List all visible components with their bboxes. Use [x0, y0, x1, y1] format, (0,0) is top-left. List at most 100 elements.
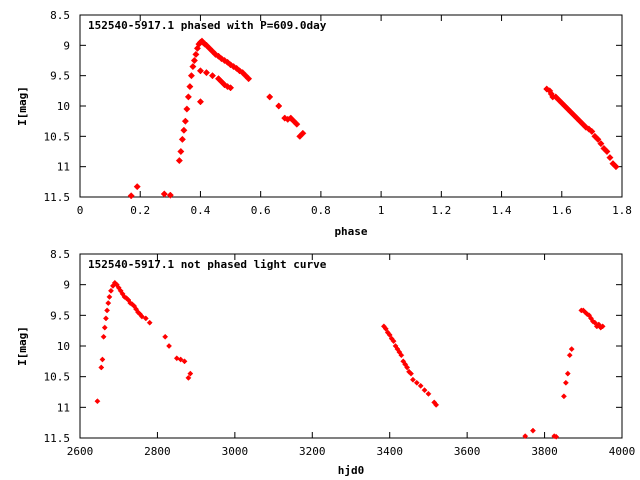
data-point: [101, 324, 108, 331]
x-tick-label: 0.4: [191, 204, 211, 217]
data-point: [588, 127, 596, 136]
x-tick-label: 1: [378, 204, 385, 217]
data-point: [299, 129, 307, 137]
data-point: [100, 333, 107, 340]
x-tick-label: 3600: [454, 445, 481, 458]
y-axis-label: I[mag]: [16, 326, 29, 366]
data-point: [186, 83, 194, 91]
data-point: [183, 105, 191, 113]
data-point: [408, 370, 414, 377]
data-point: [196, 67, 204, 75]
y-axis-label: I[mag]: [16, 86, 29, 126]
data-point: [192, 50, 200, 58]
x-tick-label: 1.8: [612, 204, 632, 217]
data-point: [245, 75, 253, 83]
data-point: [413, 379, 420, 386]
plot-title: 152540-5917.1 phased with P=609.0day: [88, 19, 327, 32]
data-point: [177, 147, 185, 156]
data-point: [425, 390, 432, 397]
data-point: [177, 356, 184, 363]
phased-light-curve-panel: 0 0.2 0.4 0.6 0.8 1 1.2 1.4 1.6 1.8 8.5 9 9.5 10 10.5 1…: [16, 9, 632, 238]
y-tick-label: 9.5: [50, 309, 70, 322]
data-point: [568, 346, 575, 353]
data-point: [390, 338, 397, 345]
data-point: [594, 135, 602, 143]
x-tick-label: 3800: [531, 445, 558, 458]
data-point: [142, 315, 149, 322]
data-point: [233, 64, 241, 72]
data-point: [94, 398, 101, 405]
data-point: [178, 135, 186, 143]
data-point: [160, 190, 168, 198]
x-tick-label: 3200: [299, 445, 326, 458]
data-point: [404, 364, 411, 371]
y-tick-label: 9: [63, 39, 70, 52]
x-axis-label: phase: [334, 225, 367, 238]
data-point: [386, 332, 393, 338]
data-point: [382, 325, 389, 332]
x-tick-label: 0.6: [251, 204, 271, 217]
data-point: [293, 120, 301, 128]
x-tick-label: 4000: [609, 445, 636, 458]
x-tick-label: 1.6: [552, 204, 572, 217]
data-point: [181, 117, 189, 125]
data-point: [105, 300, 112, 307]
data-point: [184, 93, 192, 101]
data-point: [597, 140, 605, 148]
data-point: [603, 147, 611, 156]
data-point: [417, 382, 424, 389]
data-point: [99, 356, 106, 363]
y-tick-label: 10: [57, 340, 70, 353]
data-point: [175, 157, 183, 165]
data-point: [591, 319, 598, 326]
data-point: [421, 387, 428, 394]
y-tick-label: 11.5: [44, 191, 71, 204]
data-point: [409, 376, 416, 383]
y-tick-label: 11: [57, 161, 70, 174]
x-axis-label: hjd0: [338, 464, 365, 477]
data-point: [146, 319, 153, 326]
x-tick-label: 1.2: [431, 204, 451, 217]
data-point: [187, 72, 195, 80]
data-point: [166, 343, 172, 349]
y-tick-label: 8.5: [50, 9, 70, 22]
y-tick-label: 9: [63, 279, 70, 292]
data-point: [127, 192, 135, 200]
plot-title: 152540-5917.1 not phased light curve: [88, 258, 327, 271]
data-point: [106, 293, 113, 300]
data-point: [230, 63, 238, 71]
data-point: [562, 379, 569, 386]
data-point: [181, 358, 188, 365]
data-point: [98, 364, 105, 371]
data-point: [227, 61, 235, 69]
data-point: [227, 84, 235, 92]
x-tick-label: 2800: [144, 445, 171, 458]
data-point: [180, 126, 188, 134]
x-tick-label: 0.2: [130, 204, 150, 217]
x-tick-label: 2600: [67, 445, 94, 458]
data-point: [208, 72, 217, 80]
y-tick-label: 9.5: [50, 70, 70, 83]
data-point: [104, 307, 111, 314]
data-point: [599, 323, 606, 330]
data-point: [185, 374, 192, 381]
data-point: [275, 102, 283, 110]
data-point: [560, 393, 567, 400]
data-point: [566, 352, 573, 359]
data-point: [564, 370, 571, 377]
data-point: [266, 93, 274, 101]
y-tick-label: 11.5: [44, 432, 71, 445]
data-point: [133, 183, 141, 191]
data-point: [606, 154, 614, 162]
y-tick-label: 10.5: [44, 371, 71, 384]
y-tick-label: 8.5: [50, 248, 70, 261]
data-point: [162, 333, 169, 340]
x-tick-label: 0: [77, 204, 84, 217]
x-tick-label: 0.8: [311, 204, 331, 217]
data-point: [530, 427, 536, 434]
x-tick-label: 3000: [222, 445, 249, 458]
plot-frame: [79, 14, 623, 198]
x-tick-label: 3400: [376, 445, 403, 458]
y-tick-label: 11: [57, 401, 70, 414]
